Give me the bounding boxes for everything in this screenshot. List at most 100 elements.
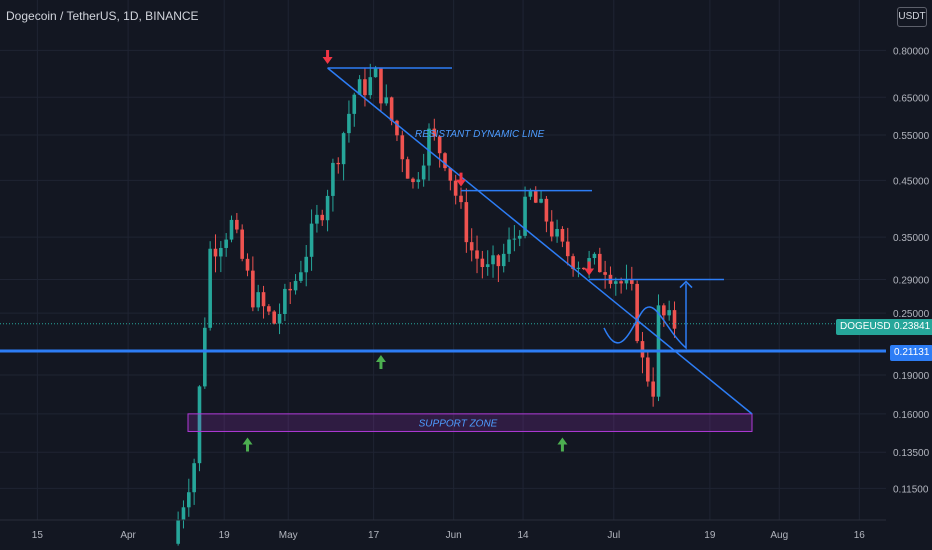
candle-body <box>219 247 223 257</box>
candle-body <box>325 195 330 221</box>
time-tick-label: 14 <box>517 530 529 541</box>
candle-body <box>651 381 655 397</box>
candle-body <box>373 68 378 78</box>
candle-body <box>384 97 389 104</box>
candle-body <box>571 256 575 269</box>
candle-body <box>555 228 559 237</box>
price-tick-label: 0.55000 <box>893 131 930 142</box>
candle-body <box>597 253 602 273</box>
candle-body <box>619 281 623 284</box>
candle-body <box>523 196 527 236</box>
time-tick-label: Jul <box>607 530 620 541</box>
candle-body <box>485 264 490 268</box>
candle-body <box>357 79 362 95</box>
candle-body <box>501 253 506 267</box>
price-tick-label: 0.45000 <box>893 176 930 187</box>
candle-body <box>421 165 426 180</box>
price-tick-label: 0.29000 <box>893 276 930 287</box>
candle-body <box>528 191 533 197</box>
candle-body <box>667 310 671 316</box>
candle-body <box>304 256 309 273</box>
candle-body <box>539 198 543 203</box>
candle-body <box>400 135 405 160</box>
up-arrow-icon <box>557 437 568 452</box>
candle-body <box>464 202 469 243</box>
candle-body <box>331 162 335 196</box>
time-tick-label: 15 <box>32 530 44 541</box>
price-tick-label: 0.16000 <box>893 410 930 421</box>
up-arrow-icon <box>242 437 253 452</box>
candle-body <box>256 292 260 308</box>
price-tick-label: 0.13500 <box>893 448 930 459</box>
candle-body <box>640 341 645 358</box>
candle-body <box>560 228 565 242</box>
candle-body <box>187 492 191 508</box>
candle-body <box>624 279 629 284</box>
projection-arrowhead <box>679 280 693 289</box>
down-arrow-icon <box>456 172 467 187</box>
candle-body <box>603 272 607 275</box>
current-price-tag: 0.23841 <box>890 319 932 335</box>
candle-body <box>635 283 639 342</box>
candle-body <box>197 386 202 464</box>
candle-body <box>245 258 250 271</box>
candle-body <box>283 288 287 314</box>
candle-body <box>533 191 538 203</box>
candle-body <box>437 136 442 154</box>
up-arrow-icon <box>375 355 386 370</box>
candle-body <box>613 281 618 284</box>
currency-button[interactable]: USDT <box>897 7 927 27</box>
candle-body <box>181 507 186 521</box>
candle-body <box>443 153 447 169</box>
down-arrow-icon <box>322 49 333 64</box>
candle-body <box>469 242 474 251</box>
candle-body <box>203 327 207 387</box>
support-zone <box>187 413 753 432</box>
candle-body <box>293 280 298 291</box>
price-tick-label: 0.11500 <box>893 484 929 495</box>
candle-body <box>480 258 485 268</box>
candle-body <box>240 229 244 259</box>
symbol-title: Dogecoin / TetherUS, 1D, BINANCE <box>6 9 199 23</box>
candle-body <box>347 113 351 134</box>
candle-body <box>235 219 239 230</box>
time-tick-label: Aug <box>770 530 788 541</box>
candle-body <box>277 313 282 324</box>
candle-body <box>453 180 458 196</box>
price-axis-bg <box>886 0 932 550</box>
candle-body <box>299 272 303 281</box>
resistance-trendline <box>327 67 753 415</box>
candle-body <box>592 253 597 259</box>
candle-body <box>309 223 314 257</box>
price-tick-label: 0.80000 <box>893 46 930 57</box>
down-arrow-icon <box>584 261 595 276</box>
candle-body <box>496 255 501 267</box>
time-tick-label: Jun <box>446 530 462 541</box>
resistance-label: RESISTANT DYNAMIC LINE <box>415 129 545 140</box>
candle-body <box>432 128 437 137</box>
candle-body <box>416 179 421 183</box>
time-tick-label: 17 <box>368 530 380 541</box>
candle-body <box>646 357 650 382</box>
candle-body <box>213 248 218 257</box>
candle-body <box>192 463 196 493</box>
candle-body <box>411 178 415 183</box>
candle-body <box>459 195 463 203</box>
candle-body <box>261 292 266 307</box>
candle-body <box>544 198 549 222</box>
candle-body <box>315 214 319 224</box>
symbol-price-label: DOGEUSDT <box>836 319 901 335</box>
price-tick-label: 0.65000 <box>893 93 930 104</box>
candle-body <box>576 267 581 269</box>
candle-body <box>672 310 677 329</box>
candle-body <box>320 214 325 221</box>
candle-body <box>427 128 431 166</box>
time-tick-label: 19 <box>219 530 231 541</box>
candle-body <box>630 279 634 284</box>
candle-body <box>229 219 234 240</box>
candle-body <box>272 311 277 324</box>
time-tick-label: 19 <box>704 530 716 541</box>
candle-body <box>475 250 479 259</box>
price-tick-label: 0.35000 <box>893 233 930 244</box>
